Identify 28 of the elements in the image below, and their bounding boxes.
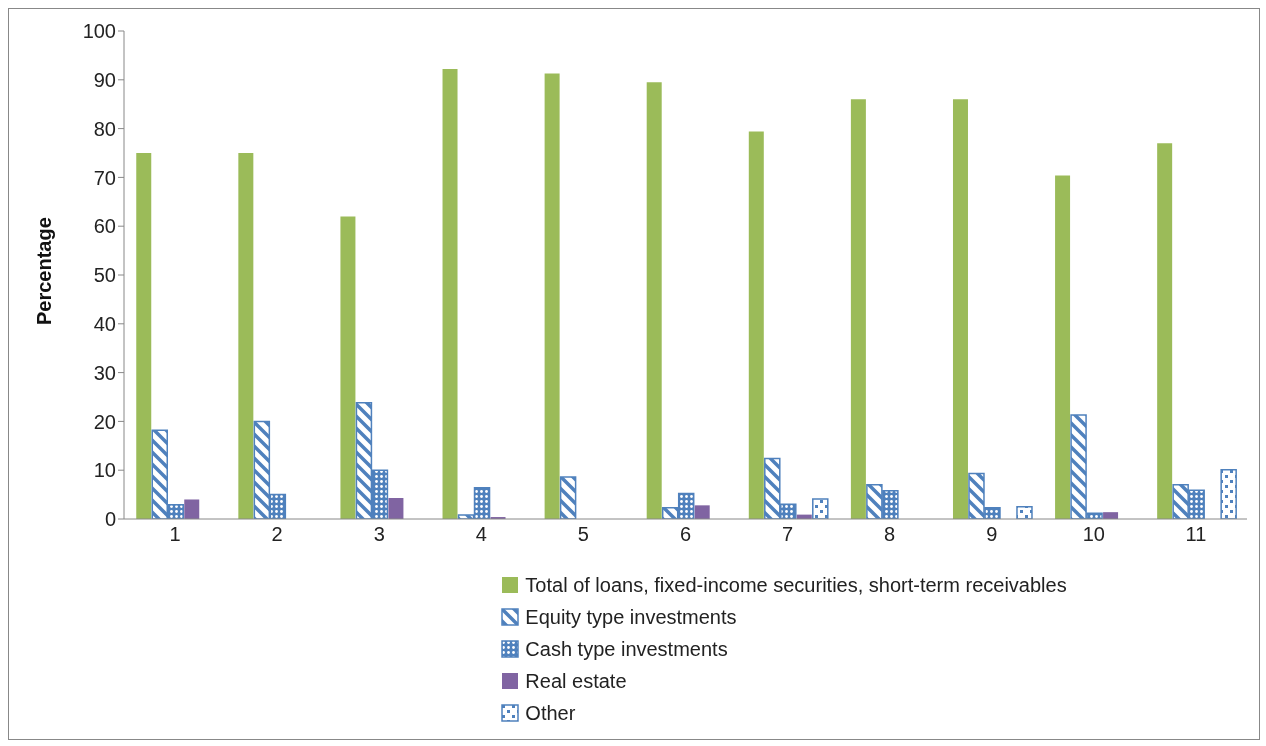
x-tick-label: 8	[884, 523, 896, 546]
legend-label: Real estate	[525, 669, 627, 693]
x-tick-label: 10	[1082, 523, 1105, 546]
y-tick-label: 100	[82, 20, 116, 43]
y-tick-label: 10	[93, 459, 116, 482]
x-tick-label: 6	[679, 523, 692, 546]
y-tick-label: 70	[93, 166, 116, 189]
x-tick-label: 2	[271, 523, 283, 546]
y-tick-label: 40	[93, 312, 116, 335]
y-tick-label: 20	[93, 410, 116, 433]
x-tick-label: 11	[1185, 523, 1207, 546]
y-tick-label: 50	[93, 264, 116, 287]
x-tick-label: 4	[475, 523, 487, 546]
x-tick-label: 1	[169, 523, 181, 546]
y-tick-label: 90	[93, 68, 116, 91]
y-tick-label: 60	[93, 215, 116, 238]
legend-label: Cash type investments	[525, 637, 728, 661]
x-tick-label: 5	[577, 523, 589, 546]
x-tick-label: 7	[782, 523, 794, 546]
legend-label: Total of loans, fixed-income securities, short-term receivables	[525, 573, 1067, 597]
y-tick-label: 0	[104, 508, 116, 531]
legend-label: Equity type investments	[525, 605, 737, 629]
x-tick-label: 9	[986, 523, 998, 546]
y-axis-title: Percentage	[33, 217, 56, 325]
x-tick-label: 3	[373, 523, 385, 546]
y-tick-label: 30	[93, 361, 116, 384]
legend-label: Other	[525, 701, 576, 725]
y-tick-label: 80	[93, 117, 116, 140]
